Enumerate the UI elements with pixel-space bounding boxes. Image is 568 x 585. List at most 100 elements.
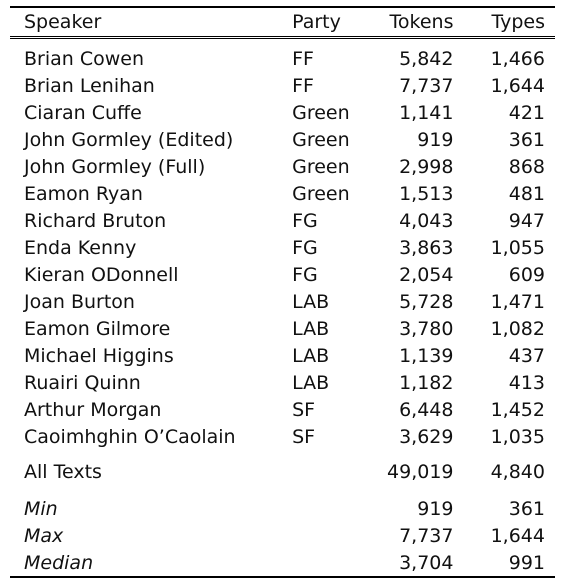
tokens-cell: 2,998 bbox=[399, 155, 454, 178]
summary-party-empty bbox=[274, 486, 363, 522]
totals-label: All Texts bbox=[24, 461, 102, 483]
tokens-cell: 5,842 bbox=[399, 47, 454, 70]
summary-row: Min 919 361 bbox=[10, 486, 555, 522]
summary-label: Min bbox=[24, 497, 58, 520]
speaker-cell: Arthur Morgan bbox=[24, 398, 162, 421]
summary-tokens: 919 bbox=[417, 497, 454, 520]
summary-label: Median bbox=[10, 549, 275, 578]
types-cell: 609 bbox=[508, 263, 545, 286]
speaker-cell: Brian Lenihan bbox=[24, 74, 155, 97]
table-row: Eamon Gilmore LAB 3,780 1,082 bbox=[10, 315, 555, 342]
table-row: Caoimhghin O’Caolain SF 3,629 1,035 bbox=[10, 423, 555, 450]
speaker-cell: Eamon Ryan bbox=[24, 182, 143, 205]
speaker-cell: John Gormley (Edited) bbox=[24, 128, 234, 151]
totals-types: 4,840 bbox=[490, 461, 545, 483]
speaker-cell: Kieran ODonnell bbox=[24, 263, 179, 286]
types-cell: 947 bbox=[508, 209, 545, 232]
table-header: Speaker Party Tokens Types bbox=[10, 6, 555, 39]
header-tokens: Tokens bbox=[363, 6, 462, 39]
speaker-cell: Michael Higgins bbox=[24, 344, 174, 367]
party-cell: Green bbox=[292, 182, 350, 205]
types-cell: 437 bbox=[508, 344, 545, 367]
types-cell: 421 bbox=[508, 101, 545, 124]
speaker-rows: Brian Cowen FF 5,842 1,466 Brian Lenihan FF 7,… bbox=[10, 38, 555, 451]
party-cell: LAB bbox=[292, 290, 330, 313]
party-cell: SF bbox=[292, 398, 316, 421]
tokens-cell: 7,737 bbox=[399, 74, 454, 97]
totals-party-empty bbox=[274, 450, 363, 486]
totals-tokens: 49,019 bbox=[387, 461, 454, 483]
summary-tokens: 3,704 bbox=[363, 549, 462, 578]
types-cell: 1,452 bbox=[490, 398, 545, 421]
tokens-cell: 919 bbox=[417, 128, 454, 151]
tokens-cell: 6,448 bbox=[399, 398, 454, 421]
speaker-cell: Richard Bruton bbox=[24, 209, 167, 232]
types-cell: 1,471 bbox=[490, 290, 545, 313]
tokens-cell: 1,139 bbox=[399, 344, 454, 367]
tokens-cell: 1,182 bbox=[399, 371, 454, 394]
tokens-cell: 4,043 bbox=[399, 209, 454, 232]
speaker-cell: Ruairi Quinn bbox=[24, 371, 141, 394]
party-cell: FF bbox=[292, 74, 314, 97]
party-cell: Green bbox=[292, 128, 350, 151]
types-cell: 1,082 bbox=[490, 317, 545, 340]
types-cell: 1,055 bbox=[490, 236, 545, 259]
summary-types: 991 bbox=[461, 549, 555, 578]
speaker-cell: Joan Burton bbox=[24, 290, 135, 313]
table-row: Arthur Morgan SF 6,448 1,452 bbox=[10, 396, 555, 423]
speaker-cell: Ciaran Cuffe bbox=[24, 101, 142, 124]
header-party: Party bbox=[274, 6, 364, 39]
types-cell: 1,466 bbox=[490, 47, 545, 70]
party-cell: FG bbox=[292, 263, 318, 286]
tokens-cell: 1,513 bbox=[399, 182, 454, 205]
table-row: Ciaran Cuffe Green 1,141 421 bbox=[10, 99, 555, 126]
tokens-cell: 1,141 bbox=[399, 101, 454, 124]
summary-rows: Min 919 361 Max 7,737 1,644 Median 3,704 991 bbox=[10, 486, 555, 578]
types-cell: 1,035 bbox=[490, 425, 545, 448]
party-cell: LAB bbox=[292, 344, 330, 367]
party-cell: FF bbox=[292, 47, 314, 70]
types-cell: 868 bbox=[508, 155, 545, 178]
party-cell: LAB bbox=[292, 371, 330, 394]
table-row: John Gormley (Full) Green 2,998 868 bbox=[10, 153, 555, 180]
table-row: Kieran ODonnell FG 2,054 609 bbox=[10, 261, 555, 288]
summary-row: Max 7,737 1,644 bbox=[10, 522, 555, 549]
table-row: Enda Kenny FG 3,863 1,055 bbox=[10, 234, 555, 261]
types-cell: 1,644 bbox=[490, 74, 545, 97]
table-row: Brian Cowen FF 5,842 1,466 bbox=[10, 38, 555, 73]
types-cell: 413 bbox=[508, 371, 545, 394]
header-speaker: Speaker bbox=[10, 6, 275, 39]
summary-tokens: 7,737 bbox=[399, 524, 454, 547]
summary-label: Max bbox=[24, 524, 64, 547]
summary-types: 361 bbox=[508, 497, 545, 520]
table-row: Ruairi Quinn LAB 1,182 413 bbox=[10, 369, 555, 396]
tokens-cell: 3,863 bbox=[399, 236, 454, 259]
speaker-cell: Brian Cowen bbox=[24, 47, 145, 70]
tokens-cell: 3,629 bbox=[399, 425, 454, 448]
party-cell: Green bbox=[292, 101, 350, 124]
speaker-cell: Caoimhghin O’Caolain bbox=[24, 425, 236, 448]
table-row: Michael Higgins LAB 1,139 437 bbox=[10, 342, 555, 369]
tokens-cell: 2,054 bbox=[399, 263, 454, 286]
table-row: Eamon Ryan Green 1,513 481 bbox=[10, 180, 555, 207]
types-cell: 361 bbox=[508, 128, 545, 151]
party-cell: SF bbox=[292, 425, 316, 448]
tokens-cell: 5,728 bbox=[399, 290, 454, 313]
speaker-cell: Eamon Gilmore bbox=[24, 317, 171, 340]
tokens-cell: 3,780 bbox=[399, 317, 454, 340]
table-row: Richard Bruton FG 4,043 947 bbox=[10, 207, 555, 234]
speaker-statistics-table: Speaker Party Tokens Types Brian Cowen FF… bbox=[10, 6, 555, 578]
types-cell: 481 bbox=[508, 182, 545, 205]
summary-party-empty bbox=[274, 549, 364, 578]
totals-section: All Texts 49,019 4,840 bbox=[10, 450, 555, 486]
party-cell: FG bbox=[292, 209, 318, 232]
totals-row: All Texts 49,019 4,840 bbox=[10, 450, 555, 486]
summary-types: 1,644 bbox=[490, 524, 545, 547]
table-row: Brian Lenihan FF 7,737 1,644 bbox=[10, 72, 555, 99]
party-cell: Green bbox=[292, 155, 350, 178]
header-types: Types bbox=[461, 6, 555, 39]
speaker-cell: John Gormley (Full) bbox=[24, 155, 206, 178]
table-row: John Gormley (Edited) Green 919 361 bbox=[10, 126, 555, 153]
party-cell: LAB bbox=[292, 317, 330, 340]
